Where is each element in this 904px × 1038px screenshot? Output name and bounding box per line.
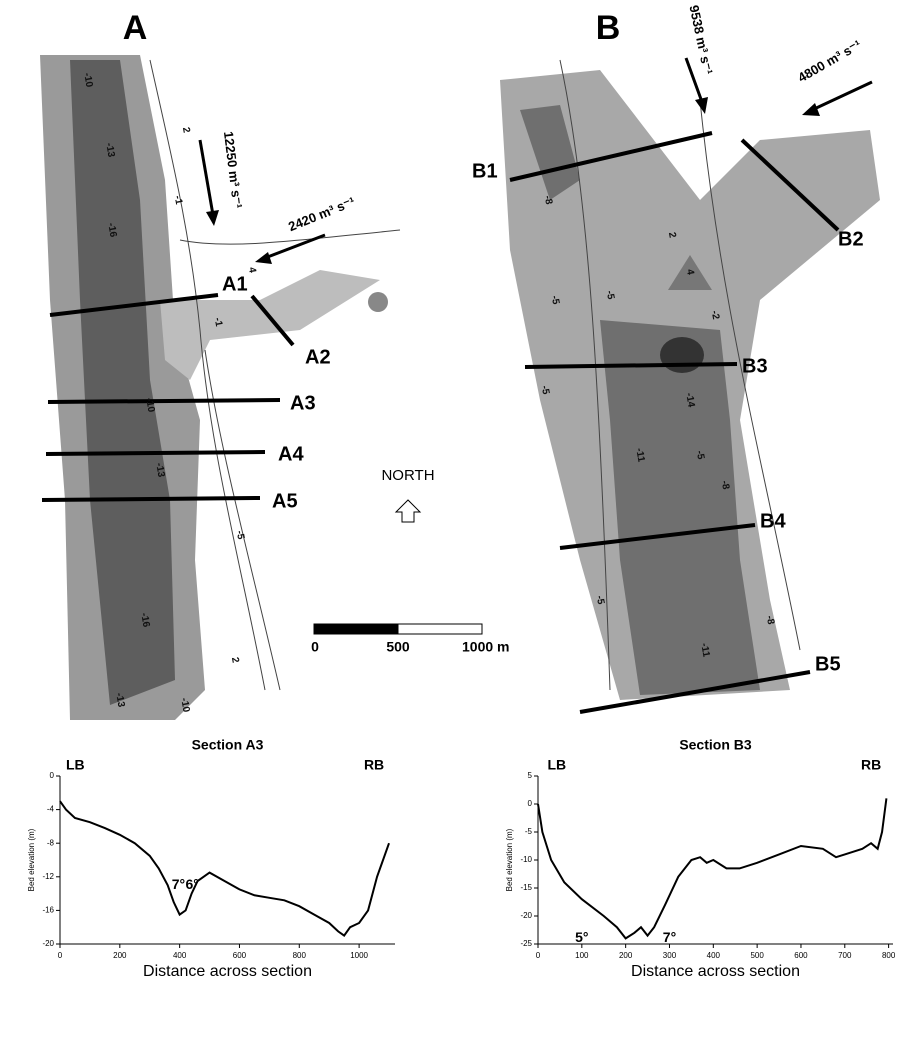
- section-label: B1: [472, 160, 498, 182]
- y-tick-label: -5: [525, 827, 533, 836]
- section-label: B2: [838, 228, 864, 250]
- annotation: RB: [364, 757, 384, 773]
- contour-label: 2: [180, 126, 192, 134]
- section-label: B5: [815, 653, 841, 675]
- x-tick-label: 500: [750, 951, 764, 960]
- x-tick-label: 400: [707, 951, 721, 960]
- figure: A 12250 m³ s⁻¹ 2420 m³ s⁻¹ A1 A2 A3 A4 A…: [0, 0, 904, 1038]
- y-tick-label: -8: [47, 838, 55, 847]
- x-axis-label: Distance across section: [631, 963, 800, 980]
- arrowhead: [255, 252, 272, 264]
- flow-label: 2420 m³ s⁻¹: [286, 194, 357, 234]
- chart-title: Section B3: [679, 737, 752, 753]
- y-axis-label: Bed elevation (m): [27, 828, 36, 891]
- x-tick-label: 600: [794, 951, 808, 960]
- y-tick-label: -20: [520, 911, 532, 920]
- flow-arrow: [200, 140, 213, 215]
- contour-label: 4: [246, 266, 258, 274]
- scale-bar: [314, 624, 398, 634]
- x-tick-label: 700: [838, 951, 852, 960]
- annotation: 5°: [575, 929, 588, 945]
- north-label: NORTH: [381, 467, 434, 484]
- panel-label: B: [596, 9, 621, 47]
- arrowhead: [206, 210, 219, 226]
- contour-label: 2: [229, 656, 241, 664]
- north-arrow: [396, 500, 420, 522]
- section-line: [48, 400, 280, 402]
- scale-label: 0: [311, 639, 319, 655]
- x-tick-label: 800: [293, 951, 307, 960]
- annotation: 7°: [663, 929, 676, 945]
- section-label: A2: [305, 346, 331, 368]
- section-line: [42, 498, 260, 500]
- x-tick-label: 600: [233, 951, 247, 960]
- flow-label: 9538 m³ s⁻¹: [686, 4, 715, 76]
- arrowhead: [802, 103, 820, 116]
- page: A 12250 m³ s⁻¹ 2420 m³ s⁻¹ A1 A2 A3 A4 A…: [0, 0, 904, 1038]
- y-tick-label: 0: [528, 799, 533, 808]
- x-tick-label: 0: [58, 951, 63, 960]
- flow-arrow: [812, 82, 872, 110]
- y-tick-label: -4: [47, 805, 55, 814]
- shoal: [368, 292, 388, 312]
- annotation: LB: [66, 757, 85, 773]
- scale-label: 1000 m: [462, 639, 509, 655]
- data-line: [60, 801, 389, 935]
- y-tick-label: -12: [42, 872, 54, 881]
- annotation: RB: [861, 757, 881, 773]
- y-tick-label: 5: [528, 771, 533, 780]
- x-tick-label: 200: [619, 951, 633, 960]
- flow-arrow: [265, 235, 325, 258]
- y-tick-label: -10: [520, 855, 532, 864]
- y-axis-label: Bed elevation (m): [505, 828, 514, 891]
- y-tick-label: -25: [520, 939, 532, 948]
- scale-bar: [398, 624, 482, 634]
- section-label: A4: [278, 443, 304, 465]
- y-tick-label: -16: [42, 906, 54, 915]
- x-tick-label: 300: [663, 951, 677, 960]
- flow-label: 12250 m³ s⁻¹: [221, 130, 245, 209]
- panel-label: A: [123, 9, 148, 47]
- chart-title: Section A3: [192, 737, 264, 753]
- x-axis-label: Distance across section: [143, 963, 312, 980]
- x-tick-label: 100: [575, 951, 589, 960]
- section-label: A5: [272, 490, 298, 512]
- bathymetry-shallow: [160, 270, 380, 380]
- y-tick-label: -15: [520, 883, 532, 892]
- y-tick-label: 0: [50, 771, 55, 780]
- y-tick-label: -20: [42, 939, 54, 948]
- scale-label: 500: [386, 639, 410, 655]
- scour-hole: [660, 337, 704, 373]
- x-tick-label: 200: [113, 951, 127, 960]
- section-line: [46, 452, 265, 454]
- x-tick-label: 800: [882, 951, 896, 960]
- section-label: A1: [222, 273, 248, 295]
- x-tick-label: 0: [536, 951, 541, 960]
- section-label: B4: [760, 510, 786, 532]
- data-line: [538, 798, 886, 938]
- x-tick-label: 400: [173, 951, 187, 960]
- annotation: 7°: [172, 876, 185, 892]
- section-label: B3: [742, 355, 768, 377]
- x-tick-label: 1000: [350, 951, 368, 960]
- flow-label: 4800 m³ s⁻¹: [795, 37, 864, 85]
- contour-label: -1: [172, 195, 184, 206]
- map-a: [40, 55, 400, 720]
- section-label: A3: [290, 392, 316, 414]
- map-b: [500, 58, 880, 712]
- annotation: LB: [548, 757, 567, 773]
